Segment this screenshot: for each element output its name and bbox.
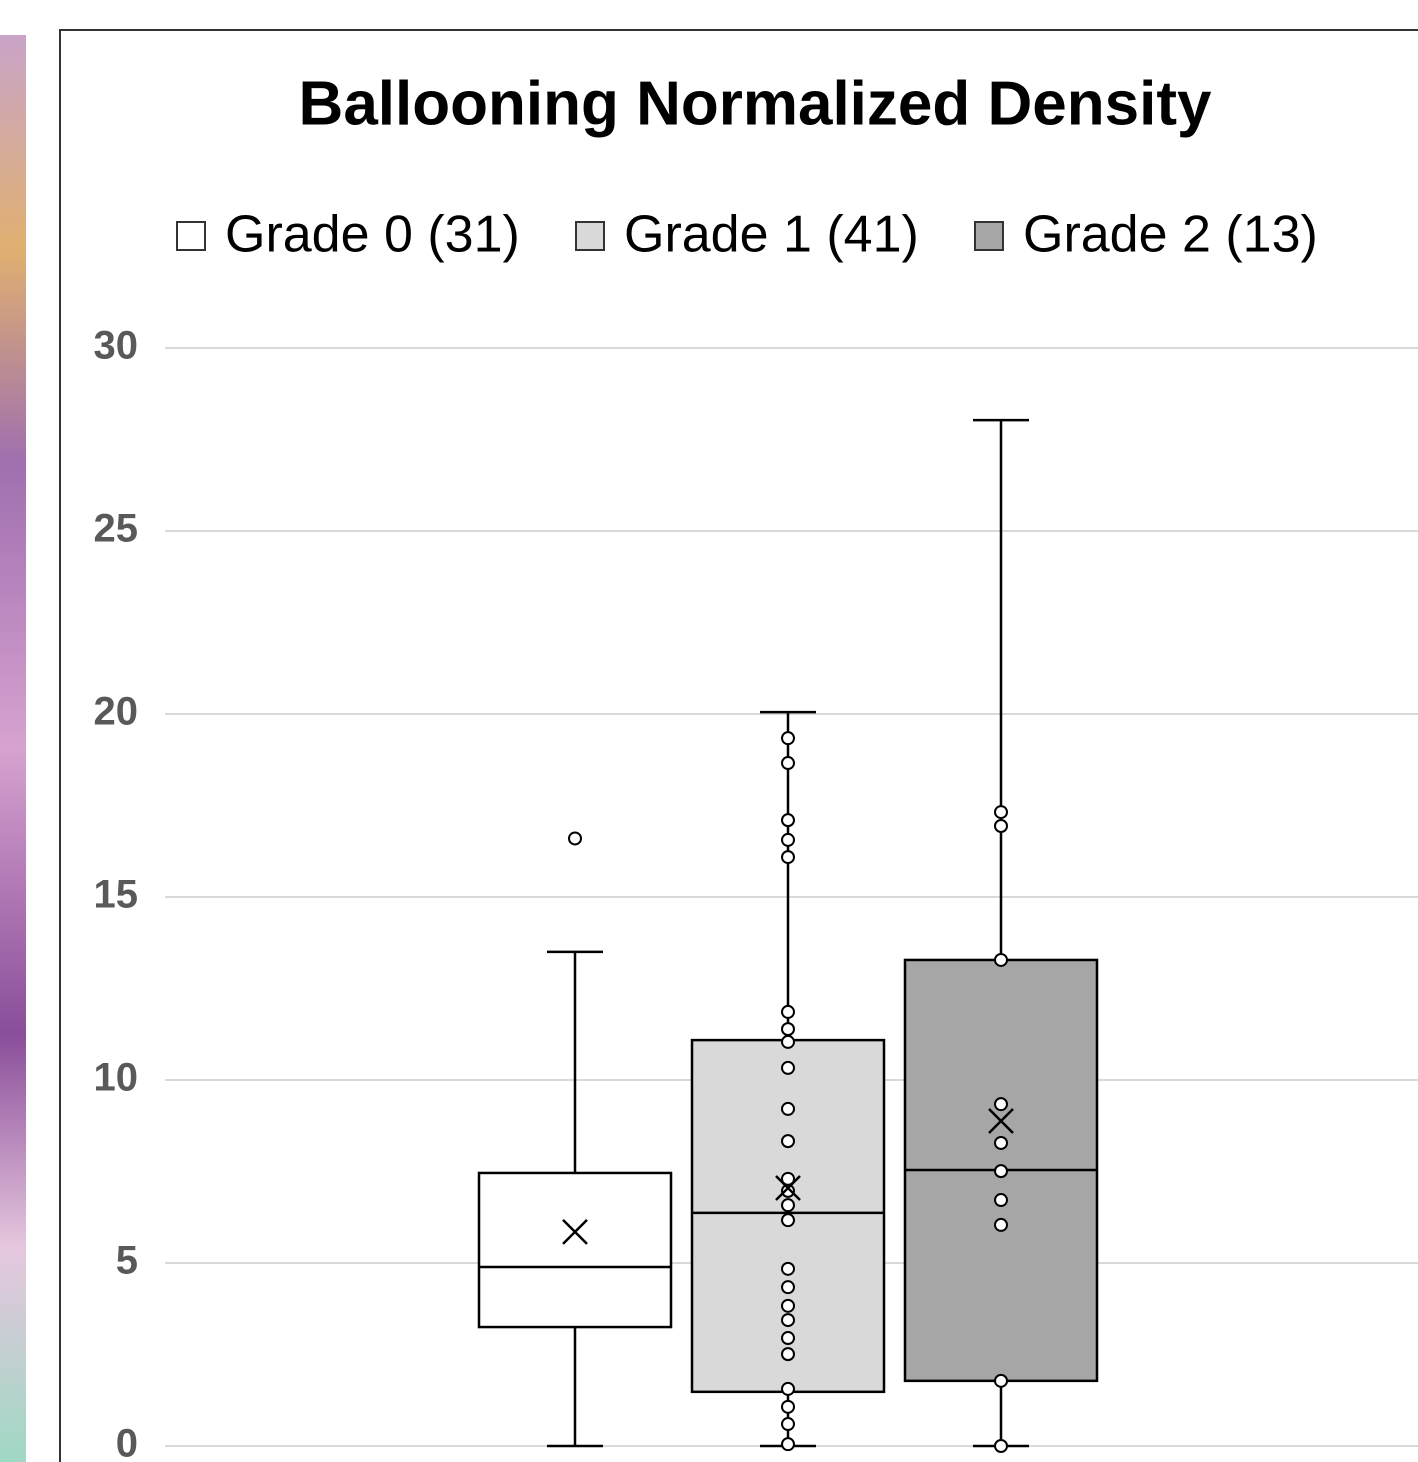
- legend-label: Grade 1 (41): [624, 206, 919, 264]
- data-point: [995, 1219, 1007, 1231]
- data-point: [782, 1300, 794, 1312]
- data-point: [782, 1062, 794, 1074]
- data-point: [782, 1314, 794, 1326]
- legend-swatch: [576, 222, 604, 250]
- data-point: [782, 1281, 794, 1293]
- y-tick-label: 0: [116, 1422, 138, 1462]
- page: {"chart_data": {"type": "box", "title": …: [0, 0, 1418, 1462]
- y-tick-label: 25: [94, 507, 139, 551]
- data-point: [995, 1165, 1007, 1177]
- data-point: [782, 732, 794, 744]
- legend-label: Grade 0 (31): [225, 206, 520, 264]
- data-point: [569, 832, 581, 844]
- data-point: [995, 1375, 1007, 1387]
- data-point: [782, 1438, 794, 1450]
- y-tick-label: 30: [94, 324, 139, 368]
- y-tick-label: 5: [116, 1239, 138, 1283]
- data-point: [995, 1440, 1007, 1452]
- data-point: [782, 1006, 794, 1018]
- data-point: [782, 1332, 794, 1344]
- data-point: [782, 1135, 794, 1147]
- data-point: [782, 1418, 794, 1430]
- data-point: [782, 1103, 794, 1115]
- y-tick-label: 15: [94, 873, 139, 917]
- data-point: [782, 814, 794, 826]
- legend-swatch: [975, 222, 1003, 250]
- data-point: [995, 954, 1007, 966]
- legend-swatch: [177, 222, 205, 250]
- chart-title: Ballooning Normalized Density: [299, 69, 1212, 138]
- data-point: [782, 1023, 794, 1035]
- data-point: [782, 834, 794, 846]
- chart: Ballooning Normalized Density 0 5 10 15 20 25…: [0, 0, 1418, 1462]
- data-point: [782, 1036, 794, 1048]
- data-point: [995, 806, 1007, 818]
- data-point: [782, 1348, 794, 1360]
- data-point: [782, 757, 794, 769]
- data-point: [995, 1098, 1007, 1110]
- data-point: [995, 1137, 1007, 1149]
- data-point: [782, 1263, 794, 1275]
- legend-label: Grade 2 (13): [1023, 206, 1318, 264]
- data-point: [995, 1194, 1007, 1206]
- data-point: [782, 1214, 794, 1226]
- tissue-strip: [0, 35, 26, 1462]
- data-point: [782, 1401, 794, 1413]
- box: [479, 1173, 671, 1327]
- data-point: [995, 820, 1007, 832]
- y-tick-label: 20: [94, 690, 139, 734]
- data-point: [782, 851, 794, 863]
- y-tick-label: 10: [94, 1056, 139, 1100]
- data-point: [782, 1383, 794, 1395]
- data-point: [782, 1199, 794, 1211]
